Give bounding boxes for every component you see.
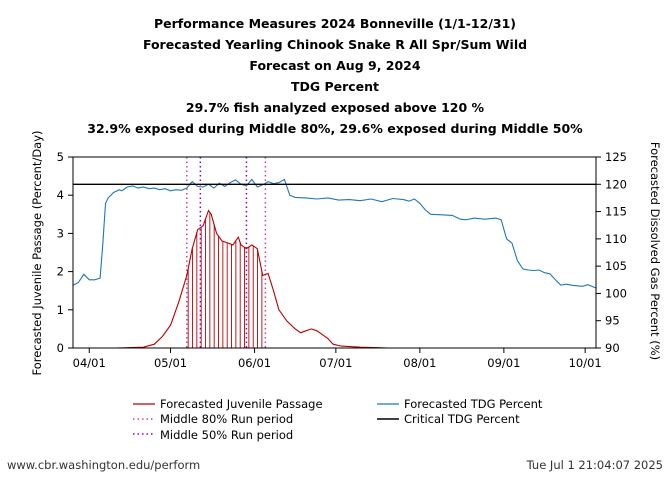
title-line-5: 29.7% fish analyzed exposed above 120 % (186, 100, 485, 115)
y-right-tick-label: 90 (605, 341, 620, 355)
y-left-tick-label: 4 (57, 188, 64, 202)
y-right-tick-label: 110 (605, 232, 627, 246)
y-right-tick-label: 120 (605, 177, 627, 191)
plot-frame (72, 156, 597, 349)
y-left-tick-label: 3 (57, 226, 64, 240)
legend-label-middle50: Middle 50% Run period (160, 428, 293, 442)
legend-label-middle80: Middle 80% Run period (160, 412, 293, 426)
x-tick-label: 10/01 (569, 356, 602, 370)
x-tick-label: 05/01 (154, 356, 187, 370)
y-right-tick-label: 95 (605, 314, 620, 328)
y-right-tick-label: 105 (605, 259, 627, 273)
legend-label-tdg: Forecasted TDG Percent (404, 397, 543, 411)
title-line-4: TDG Percent (291, 79, 379, 94)
footer-url: www.cbr.washington.edu/perform (7, 458, 200, 472)
y-left-tick-label: 0 (57, 341, 64, 355)
title-line-6: 32.9% exposed during Middle 80%, 29.6% e… (87, 121, 583, 136)
y-right-tick-label: 115 (605, 205, 627, 219)
title-line-1: Performance Measures 2024 Bonneville (1/… (154, 16, 516, 31)
x-tick-label: 09/01 (487, 356, 520, 370)
legend-label-passage: Forecasted Juvenile Passage (160, 397, 323, 411)
y-left-tick-label: 2 (57, 265, 64, 279)
y-axis-label-left: Forecasted Juvenile Passage (Percent/Day… (30, 130, 44, 375)
y-axis-label-right: Forecasted Dissolved Gas Percent (%) (648, 142, 662, 360)
title-line-2: Forecasted Yearling Chinook Snake R All … (143, 37, 527, 52)
x-tick-label: 07/01 (319, 356, 352, 370)
x-tick-label: 08/01 (403, 356, 436, 370)
x-tick-label: 04/01 (73, 356, 106, 370)
legend-label-critical: Critical TDG Percent (404, 412, 520, 426)
legend: Forecasted Juvenile Passage Middle 80% R… (133, 397, 543, 442)
x-tick-label: 06/01 (238, 356, 271, 370)
y-left-tick-label: 5 (57, 150, 64, 164)
title-line-3: Forecast on Aug 9, 2024 (249, 58, 420, 73)
y-left-tick-label: 1 (57, 303, 64, 317)
footer-timestamp: Tue Jul 1 21:04:07 2025 (526, 458, 663, 472)
axes: 0 1 2 3 4 5 90 95 100 105 110 115 120 125 04/01 05/01 06… (57, 150, 627, 370)
chart-title: Performance Measures 2024 Bonneville (1/… (87, 16, 583, 136)
y-right-tick-label: 125 (605, 150, 627, 164)
passage-series-line (73, 209, 596, 349)
tdg-series-line (72, 178, 597, 289)
y-right-tick-label: 100 (605, 286, 627, 300)
plot-area (72, 157, 597, 349)
